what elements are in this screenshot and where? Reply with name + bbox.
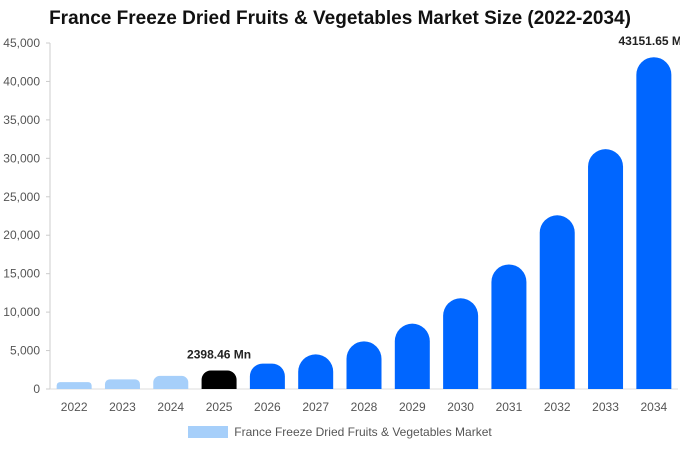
- x-tick-label: 2029: [399, 400, 426, 414]
- y-tick-label: 20,000: [3, 228, 40, 242]
- legend: France Freeze Dried Fruits & Vegetables …: [0, 425, 680, 439]
- y-tick-label: 5,000: [10, 344, 40, 358]
- y-tick-label: 15,000: [3, 267, 40, 281]
- bar-2032: [539, 215, 575, 389]
- legend-label: France Freeze Dried Fruits & Vegetables …: [234, 425, 492, 439]
- x-tick-label: 2033: [592, 400, 619, 414]
- bar-2027: [298, 354, 334, 389]
- bar-2026: [249, 363, 285, 389]
- x-tick-label: 2028: [351, 400, 378, 414]
- x-tick-label: 2034: [640, 400, 667, 414]
- x-tick-label: 2026: [254, 400, 281, 414]
- bar-2034: [636, 57, 672, 389]
- x-tick-label: 2024: [157, 400, 184, 414]
- chart-title: France Freeze Dried Fruits & Vegetables …: [49, 8, 631, 29]
- bar-2029: [394, 323, 430, 389]
- bar-2023: [104, 379, 140, 389]
- x-tick-label: 2022: [61, 400, 88, 414]
- y-tick-label: 35,000: [3, 113, 40, 127]
- x-tick-label: 2032: [544, 400, 571, 414]
- y-tick-label: 30,000: [3, 151, 40, 165]
- bar-2033: [588, 149, 624, 389]
- x-tick-label: 2030: [447, 400, 474, 414]
- data-label-2034: 43151.65 Mn: [618, 34, 680, 48]
- x-tick-label: 2025: [206, 400, 233, 414]
- bar-2031: [491, 264, 527, 389]
- y-tick-label: 0: [33, 382, 40, 396]
- bar-2028: [346, 341, 382, 389]
- bar-2030: [443, 298, 479, 389]
- x-tick-label: 2031: [496, 400, 523, 414]
- y-tick-label: 10,000: [3, 305, 40, 319]
- data-label-2025: 2398.46 Mn: [187, 348, 251, 362]
- x-tick-label: 2023: [109, 400, 136, 414]
- bar-2024: [153, 375, 189, 389]
- x-tick-label: 2027: [302, 400, 329, 414]
- y-tick-label: 45,000: [3, 36, 40, 50]
- y-tick-label: 25,000: [3, 190, 40, 204]
- bar-2022: [56, 382, 92, 389]
- legend-swatch: [188, 426, 229, 438]
- bar-2025: [201, 370, 237, 389]
- y-tick-label: 40,000: [3, 74, 40, 88]
